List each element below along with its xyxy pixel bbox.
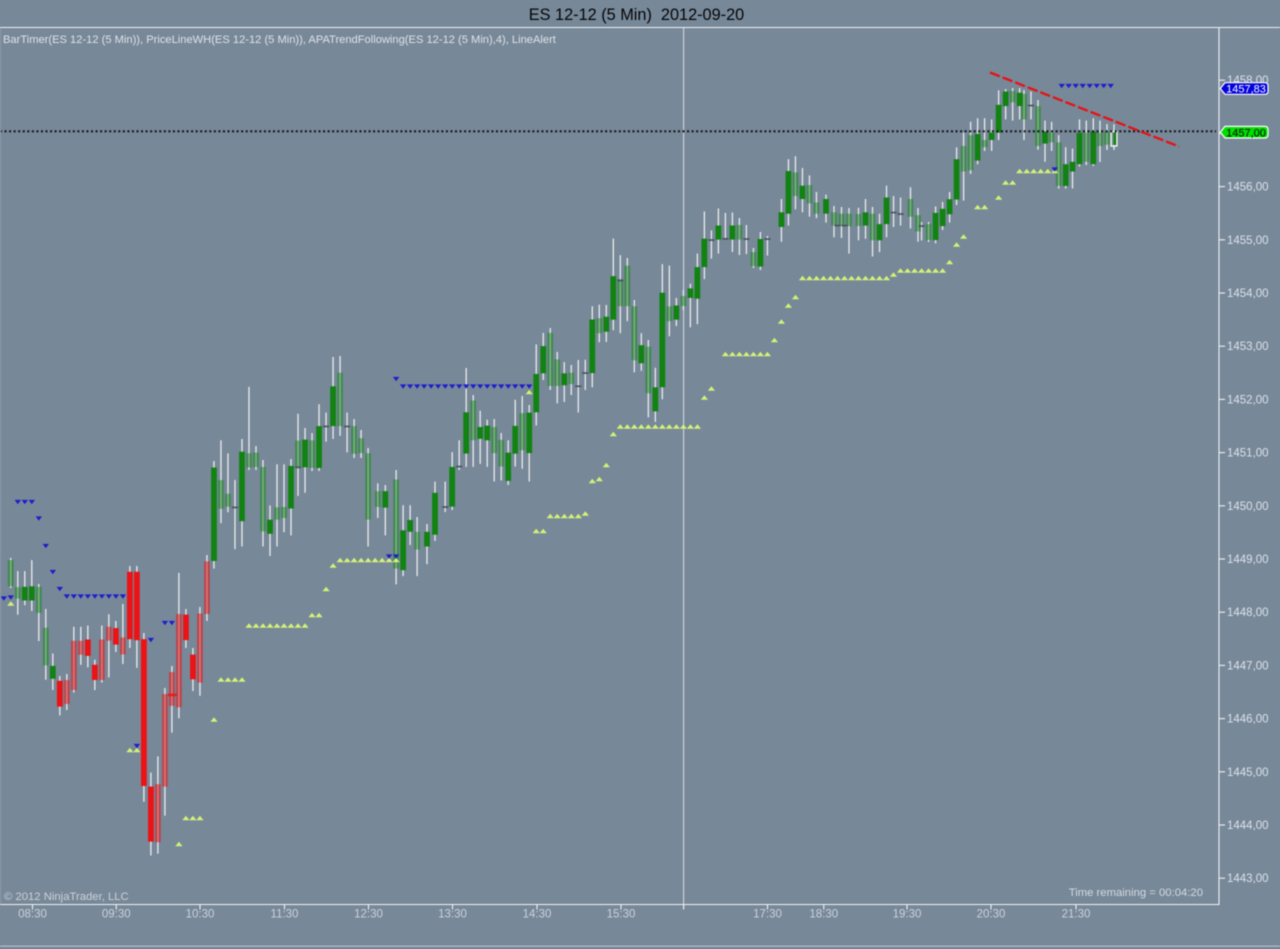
svg-text:1449,00: 1449,00 xyxy=(1227,554,1269,566)
svg-text:11:30: 11:30 xyxy=(271,909,299,921)
svg-text:15:30: 15:30 xyxy=(607,909,636,921)
svg-text:12:30: 12:30 xyxy=(354,909,383,921)
svg-text:10:30: 10:30 xyxy=(186,909,215,921)
svg-text:14:30: 14:30 xyxy=(523,909,552,921)
svg-text:1445,00: 1445,00 xyxy=(1227,767,1269,779)
svg-text:1448,00: 1448,00 xyxy=(1227,607,1269,619)
svg-text:1457,83: 1457,83 xyxy=(1226,84,1266,96)
svg-text:1446,00: 1446,00 xyxy=(1227,714,1269,726)
svg-text:1444,00: 1444,00 xyxy=(1227,820,1269,832)
svg-text:© 2012 NinjaTrader, LLC: © 2012 NinjaTrader, LLC xyxy=(4,891,129,903)
svg-text:1452,00: 1452,00 xyxy=(1227,394,1269,406)
svg-text:1454,00: 1454,00 xyxy=(1227,288,1269,300)
svg-text:1451,00: 1451,00 xyxy=(1227,448,1269,460)
svg-text:18:30: 18:30 xyxy=(809,909,838,921)
svg-text:1457,00: 1457,00 xyxy=(1226,127,1266,139)
svg-text:ES 12-12 (5 Min) 2012-09-20: ES 12-12 (5 Min) 2012-09-20 xyxy=(529,6,744,24)
svg-text:21:30: 21:30 xyxy=(1062,909,1091,921)
svg-text:19:30: 19:30 xyxy=(893,909,922,921)
svg-text:13:30: 13:30 xyxy=(438,909,467,921)
svg-text:08:30: 08:30 xyxy=(18,909,47,921)
svg-text:1450,00: 1450,00 xyxy=(1227,501,1269,513)
svg-text:17:30: 17:30 xyxy=(753,909,782,921)
svg-text:20:30: 20:30 xyxy=(977,909,1006,921)
svg-text:1455,00: 1455,00 xyxy=(1227,235,1269,247)
svg-text:1447,00: 1447,00 xyxy=(1227,660,1269,672)
svg-text:BarTimer(ES 12-12 (5 Min)), Pr: BarTimer(ES 12-12 (5 Min)), PriceLineWH(… xyxy=(3,34,557,46)
svg-text:09:30: 09:30 xyxy=(102,909,131,921)
svg-text:1443,00: 1443,00 xyxy=(1227,873,1269,885)
svg-text:1453,00: 1453,00 xyxy=(1227,341,1269,353)
svg-text:1456,00: 1456,00 xyxy=(1227,182,1269,194)
svg-text:Time remaining = 00:04:20: Time remaining = 00:04:20 xyxy=(1069,887,1203,899)
